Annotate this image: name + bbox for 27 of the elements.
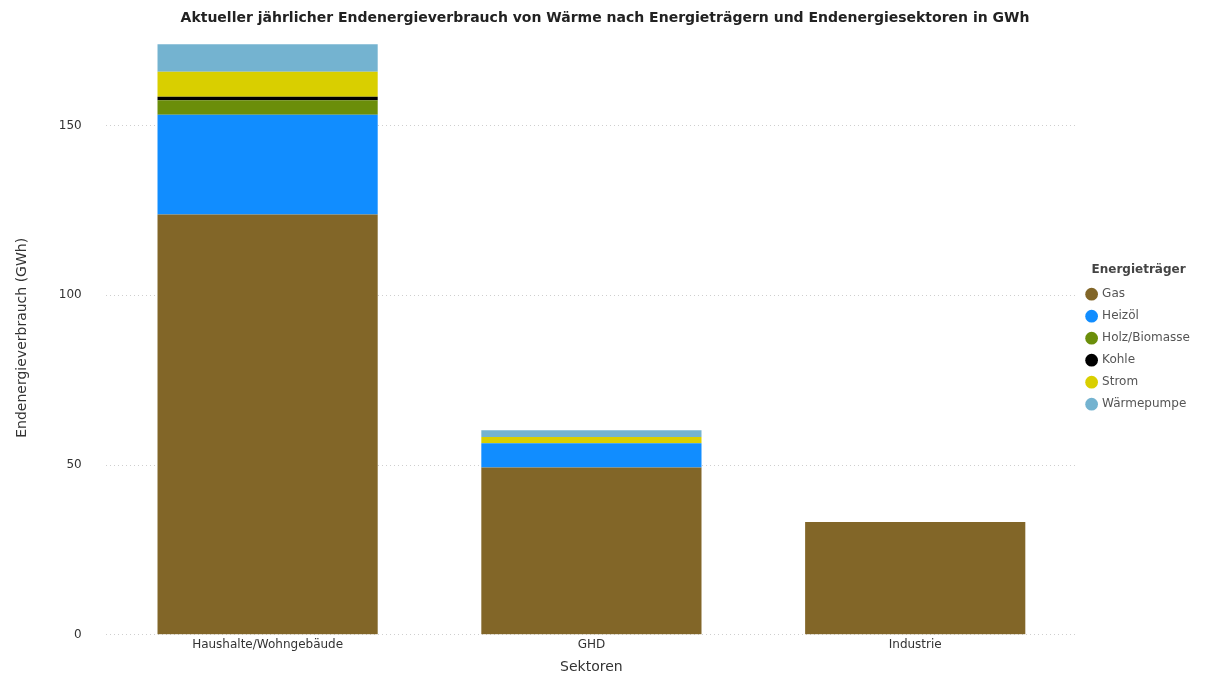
- bar: [157, 44, 378, 72]
- y-tick-label: 50: [66, 457, 82, 472]
- x-tick-label: Industrie: [888, 637, 942, 652]
- bar: [481, 443, 702, 468]
- bar: [481, 436, 702, 444]
- legend-label: Strom: [1102, 374, 1139, 389]
- bar: [481, 430, 702, 437]
- bar: [157, 114, 378, 215]
- y-tick-label: 0: [74, 626, 82, 641]
- legend-label: Holz/Biomasse: [1102, 330, 1191, 345]
- bar: [157, 71, 378, 97]
- legend-label: Wärmepumpe: [1102, 396, 1187, 411]
- bar: [805, 522, 1026, 635]
- y-axis-title: Endenergieverbrauch (GWh): [13, 237, 30, 438]
- x-tick-label: GHD: [577, 637, 606, 652]
- legend-label: Gas: [1102, 286, 1126, 301]
- legend-title: Energieträger: [1091, 261, 1186, 276]
- legend-label: Heizöl: [1102, 308, 1139, 323]
- bar: [481, 467, 702, 635]
- bar: [157, 214, 378, 635]
- bar: [157, 100, 378, 115]
- y-tick-label: 100: [58, 287, 82, 302]
- chart-title: Aktueller jährlicher Endenergieverbrauch von Wärme nach Energieträgern und Endenergiesektoren in GWh: [180, 9, 1030, 26]
- legend-label: Kohle: [1102, 352, 1136, 367]
- x-axis-title: Sektoren: [560, 658, 623, 675]
- x-tick-label: Haushalte/Wohngebäude: [192, 637, 344, 652]
- y-tick-label: 150: [58, 117, 82, 132]
